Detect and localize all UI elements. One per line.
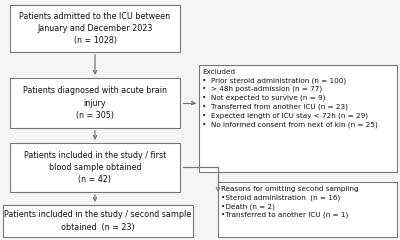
Bar	[218, 182, 397, 237]
Bar	[3, 205, 193, 237]
Text: Excluded
•  Prior steroid administration (n = 100)
•  > 48h post-admission (n = : Excluded • Prior steroid administration …	[202, 69, 378, 127]
Text: Reasons for omitting second sampling
•Steroid administration  (n = 16)
•Death (n: Reasons for omitting second sampling •St…	[221, 186, 359, 218]
Text: Patients admitted to the ICU between
January and December 2023
(n = 1028): Patients admitted to the ICU between Jan…	[20, 12, 170, 45]
Bar	[199, 65, 397, 172]
Bar	[10, 143, 180, 192]
Text: Patients included in the study / second sample
obtained  (n = 23): Patients included in the study / second …	[4, 210, 192, 232]
Bar	[10, 5, 180, 52]
Text: Patients diagnosed with acute brain
injury
(n = 305): Patients diagnosed with acute brain inju…	[23, 86, 167, 120]
Bar	[10, 78, 180, 128]
Text: Patients included in the study / first
blood sample obtained
(n = 42): Patients included in the study / first b…	[24, 151, 166, 184]
